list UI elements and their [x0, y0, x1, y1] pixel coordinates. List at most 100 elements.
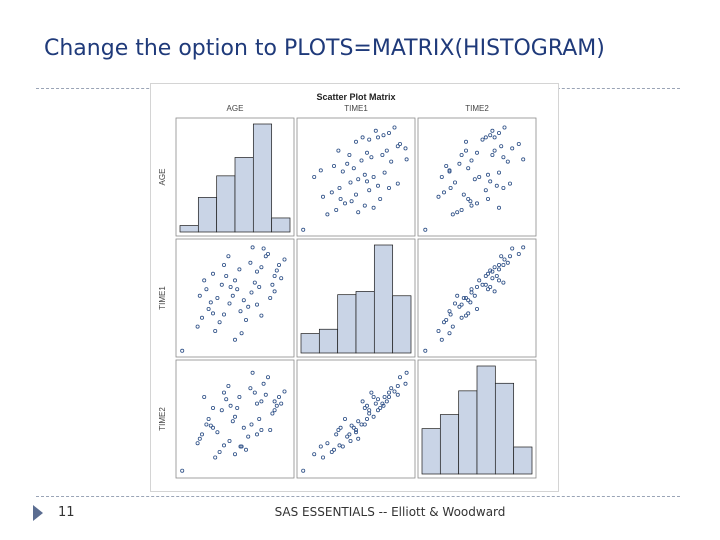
data-point: [213, 455, 218, 460]
data-point: [227, 301, 232, 306]
data-point: [507, 181, 512, 186]
data-point: [386, 390, 391, 395]
data-point: [347, 153, 352, 158]
data-point: [521, 245, 526, 250]
data-point: [441, 320, 446, 325]
data-point: [373, 128, 378, 133]
chart-title: Scatter Plot Matrix: [316, 92, 395, 102]
data-point: [371, 394, 376, 399]
data-point: [345, 161, 350, 166]
data-point: [226, 383, 231, 388]
data-point: [404, 370, 409, 375]
data-point: [378, 405, 383, 410]
data-point: [268, 295, 273, 300]
data-point: [389, 386, 394, 391]
data-point: [381, 133, 386, 138]
data-point: [318, 168, 323, 173]
data-point: [250, 370, 255, 375]
data-point: [261, 246, 266, 251]
data-point: [360, 135, 365, 140]
data-point: [439, 175, 444, 180]
slide-title: Change the option to PLOTS=MATRIX(HISTOG…: [44, 36, 605, 61]
data-point: [439, 337, 444, 342]
column-label: AGE: [227, 104, 244, 113]
scatter-matrix-chart: Scatter Plot Matrix AGE TIME1 TIME2 AGE TIME…: [158, 92, 537, 479]
data-point: [492, 148, 497, 153]
data-point: [505, 159, 510, 164]
data-point: [336, 148, 341, 153]
data-point: [403, 381, 408, 386]
data-point: [334, 432, 339, 437]
data-point: [217, 320, 222, 325]
data-point: [436, 328, 441, 333]
data-point: [259, 265, 264, 270]
data-point: [279, 401, 284, 406]
data-point: [485, 197, 490, 202]
row-label: TIME2: [158, 407, 167, 431]
matrix-panel: [417, 117, 537, 237]
data-point: [255, 269, 260, 274]
data-point: [395, 144, 400, 149]
data-point: [490, 276, 495, 281]
data-point: [261, 381, 266, 386]
data-point: [272, 289, 277, 294]
data-point: [474, 201, 479, 206]
data-point: [386, 394, 391, 399]
data-point: [477, 278, 482, 283]
data-point: [263, 392, 268, 397]
data-point: [490, 153, 495, 158]
data-point: [389, 159, 394, 164]
data-point: [492, 265, 497, 270]
data-point: [364, 150, 369, 155]
data-point: [463, 148, 468, 153]
data-point: [257, 284, 262, 289]
data-point: [257, 416, 262, 421]
data-point: [249, 422, 254, 427]
data-point: [483, 282, 488, 287]
data-point: [224, 273, 229, 278]
data-point: [392, 389, 397, 394]
data-point: [235, 287, 240, 292]
data-point: [208, 423, 213, 428]
data-point: [222, 390, 227, 395]
data-point: [367, 188, 372, 193]
histogram-bar: [494, 382, 515, 475]
data-point: [266, 375, 271, 380]
data-point: [195, 441, 200, 446]
data-point: [457, 161, 462, 166]
data-point: [461, 192, 466, 197]
data-point: [336, 427, 341, 432]
data-point: [266, 251, 271, 256]
data-point: [241, 298, 246, 303]
data-point: [485, 172, 490, 177]
data-point: [351, 166, 356, 171]
data-point: [244, 447, 249, 452]
matrix-panel: [296, 359, 416, 479]
data-point: [492, 135, 497, 140]
data-point: [249, 290, 254, 295]
data-point: [488, 284, 493, 289]
data-point: [230, 293, 235, 298]
histogram-bar: [300, 333, 320, 354]
data-point: [180, 468, 185, 473]
data-point: [241, 425, 246, 430]
data-point: [238, 309, 243, 314]
data-point: [348, 180, 353, 185]
data-point: [375, 408, 380, 413]
data-point: [384, 399, 389, 404]
data-point: [510, 146, 515, 151]
data-point: [382, 394, 387, 399]
data-point: [235, 405, 240, 410]
data-point: [423, 227, 428, 232]
data-point: [392, 125, 397, 130]
data-point: [468, 199, 473, 204]
data-point: [455, 293, 460, 298]
data-point: [496, 131, 501, 136]
data-point: [375, 183, 380, 188]
data-point: [237, 394, 242, 399]
data-point: [340, 169, 345, 174]
data-point: [516, 251, 521, 256]
data-point: [252, 280, 257, 285]
data-point: [200, 315, 205, 320]
data-point: [444, 317, 449, 322]
